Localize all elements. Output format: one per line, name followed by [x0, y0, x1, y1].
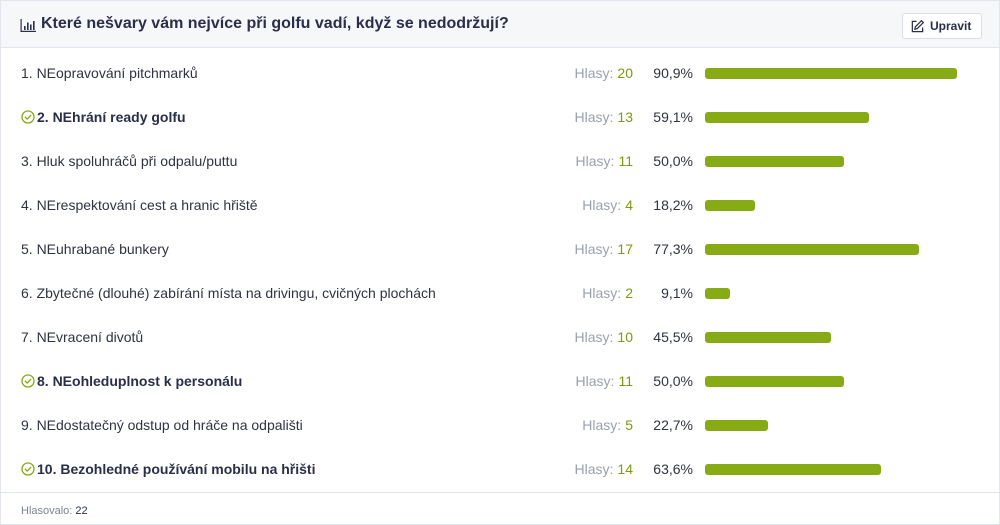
total-votes-label: Hlasovalo:	[21, 505, 73, 517]
option-label: 1. NEopravování pitchmarků	[21, 65, 198, 81]
votes-count: 5	[625, 417, 633, 433]
votes-count: 17	[617, 241, 633, 257]
check-circle-icon	[21, 462, 35, 476]
option-votes: Hlasy: 4	[582, 197, 633, 213]
total-votes-value: 22	[75, 505, 88, 517]
option-bar	[705, 376, 844, 387]
poll-option-row[interactable]: 8. NEohleduplnost k personálu Hlasy: 11 50,…	[1, 359, 999, 403]
poll-option-row[interactable]: 9. NEdostatečný odstup od hráče na odpal…	[1, 403, 999, 447]
option-votes: Hlasy: 20	[575, 65, 633, 81]
option-percent: 45,5%	[653, 329, 693, 345]
option-percent: 63,6%	[653, 461, 693, 477]
votes-count: 20	[617, 65, 633, 81]
option-label: 7. NEvracení divotů	[21, 329, 143, 345]
option-percent: 77,3%	[653, 241, 693, 257]
poll-title: Které nešvary vám nejvíce při golfu vadí…	[41, 15, 509, 32]
option-percent: 90,9%	[653, 65, 693, 81]
poll-option-row[interactable]: 4. NErespektování cest a hranic hřiště Hl…	[1, 183, 999, 227]
votes-count: 4	[625, 197, 633, 213]
poll-footer: Hlasovalo: 22	[1, 492, 999, 525]
option-label: 4. NErespektování cest a hranic hřiště	[21, 197, 258, 213]
option-label-text: 2. NEhrání ready golfu	[37, 109, 186, 125]
option-bar	[705, 68, 957, 79]
check-circle-icon	[21, 374, 35, 388]
edit-icon	[911, 20, 924, 33]
votes-label: Hlasy:	[575, 373, 615, 389]
poll-option-row[interactable]: 2. NEhrání ready golfu Hlasy: 13 59,1%	[1, 95, 999, 139]
votes-count: 2	[625, 285, 633, 301]
option-label: 9. NEdostatečný odstup od hráče na odpal…	[21, 417, 303, 433]
option-bar	[705, 244, 919, 255]
votes-count: 14	[617, 461, 633, 477]
poll-option-row[interactable]: 5. NEuhrabané bunkery Hlasy: 17 77,3%	[1, 227, 999, 271]
option-votes: Hlasy: 5	[582, 417, 633, 433]
total-votes: Hlasovalo: 22	[21, 505, 88, 517]
votes-count: 10	[617, 329, 633, 345]
votes-label: Hlasy:	[574, 461, 614, 477]
option-label-text: 1. NEopravování pitchmarků	[21, 65, 198, 81]
votes-label: Hlasy:	[582, 197, 622, 213]
option-votes: Hlasy: 2	[582, 285, 633, 301]
poll-header: Které nešvary vám nejvíce při golfu vadí…	[1, 1, 999, 48]
option-label-text: 8. NEohleduplnost k personálu	[37, 373, 243, 389]
option-bar	[705, 156, 844, 167]
option-bar	[705, 200, 755, 211]
option-label-text: 3. Hluk spoluhráčů při odpalu/puttu	[21, 153, 238, 169]
option-bar	[705, 288, 730, 299]
option-votes: Hlasy: 14	[575, 461, 633, 477]
poll-option-row[interactable]: 6. Zbytečné (dlouhé) zabírání místa na d…	[1, 271, 999, 315]
edit-button-label: Upravit	[930, 19, 972, 33]
option-votes: Hlasy: 11	[576, 153, 633, 169]
option-label: 3. Hluk spoluhráčů při odpalu/puttu	[21, 153, 237, 169]
option-percent: 59,1%	[653, 109, 693, 125]
votes-label: Hlasy:	[575, 153, 615, 169]
votes-label: Hlasy:	[582, 285, 622, 301]
votes-label: Hlasy:	[574, 329, 614, 345]
votes-label: Hlasy:	[582, 417, 622, 433]
option-percent: 18,2%	[653, 197, 693, 213]
option-label-text: 6. Zbytečné (dlouhé) zabírání místa na d…	[21, 285, 436, 301]
option-label-text: 4. NErespektování cest a hranic hřiště	[21, 197, 258, 213]
option-label: 2. NEhrání ready golfu	[21, 109, 186, 125]
option-bar	[705, 420, 768, 431]
option-votes: Hlasy: 17	[575, 241, 633, 257]
option-bar	[705, 112, 869, 123]
option-label: 10. Bezohledné používání mobilu na hřišt…	[21, 461, 315, 477]
option-votes: Hlasy: 13	[575, 109, 633, 125]
poll-option-row[interactable]: 3. Hluk spoluhráčů při odpalu/puttu Hlasy…	[1, 139, 999, 183]
poll-option-row[interactable]: 10. Bezohledné používání mobilu na hřišt…	[1, 447, 999, 491]
option-label-text: 9. NEdostatečný odstup od hráče na odpal…	[21, 417, 303, 433]
votes-count: 11	[618, 373, 633, 389]
option-label: 5. NEuhrabané bunkery	[21, 241, 169, 257]
option-bar	[705, 464, 881, 475]
option-label-text: 10. Bezohledné používání mobilu na hřišt…	[37, 461, 316, 477]
option-votes: Hlasy: 11	[576, 373, 633, 389]
option-label-text: 7. NEvracení divotů	[21, 329, 144, 345]
edit-button[interactable]: Upravit	[902, 13, 982, 39]
option-votes: Hlasy: 10	[575, 329, 633, 345]
votes-label: Hlasy:	[574, 65, 614, 81]
option-percent: 22,7%	[653, 417, 693, 433]
poll-option-row[interactable]: 7. NEvracení divotů Hlasy: 10 45,5%	[1, 315, 999, 359]
votes-count: 13	[617, 109, 633, 125]
option-label-text: 5. NEuhrabané bunkery	[21, 241, 169, 257]
check-circle-icon	[21, 110, 35, 124]
votes-label: Hlasy:	[574, 109, 614, 125]
option-bar	[705, 332, 831, 343]
poll-options: 1. NEopravování pitchmarků Hlasy: 20 90,9% 2…	[1, 51, 999, 491]
votes-count: 11	[618, 153, 633, 169]
option-percent: 50,0%	[653, 153, 693, 169]
poll-option-row[interactable]: 1. NEopravování pitchmarků Hlasy: 20 90,9%	[1, 51, 999, 95]
votes-label: Hlasy:	[574, 241, 614, 257]
option-percent: 9,1%	[661, 285, 693, 301]
option-percent: 50,0%	[653, 373, 693, 389]
option-label: 8. NEohleduplnost k personálu	[21, 373, 242, 389]
bar-chart-icon	[20, 19, 36, 32]
option-label: 6. Zbytečné (dlouhé) zabírání místa na d…	[21, 285, 436, 301]
